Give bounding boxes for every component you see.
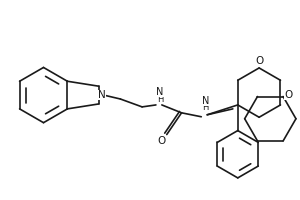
Text: H: H	[157, 95, 163, 104]
Text: N: N	[98, 90, 106, 100]
Text: O: O	[255, 56, 263, 66]
Text: H: H	[202, 103, 208, 112]
Text: N: N	[202, 96, 209, 106]
Text: O: O	[158, 136, 166, 146]
Text: N: N	[156, 87, 164, 97]
Text: O: O	[284, 90, 292, 100]
